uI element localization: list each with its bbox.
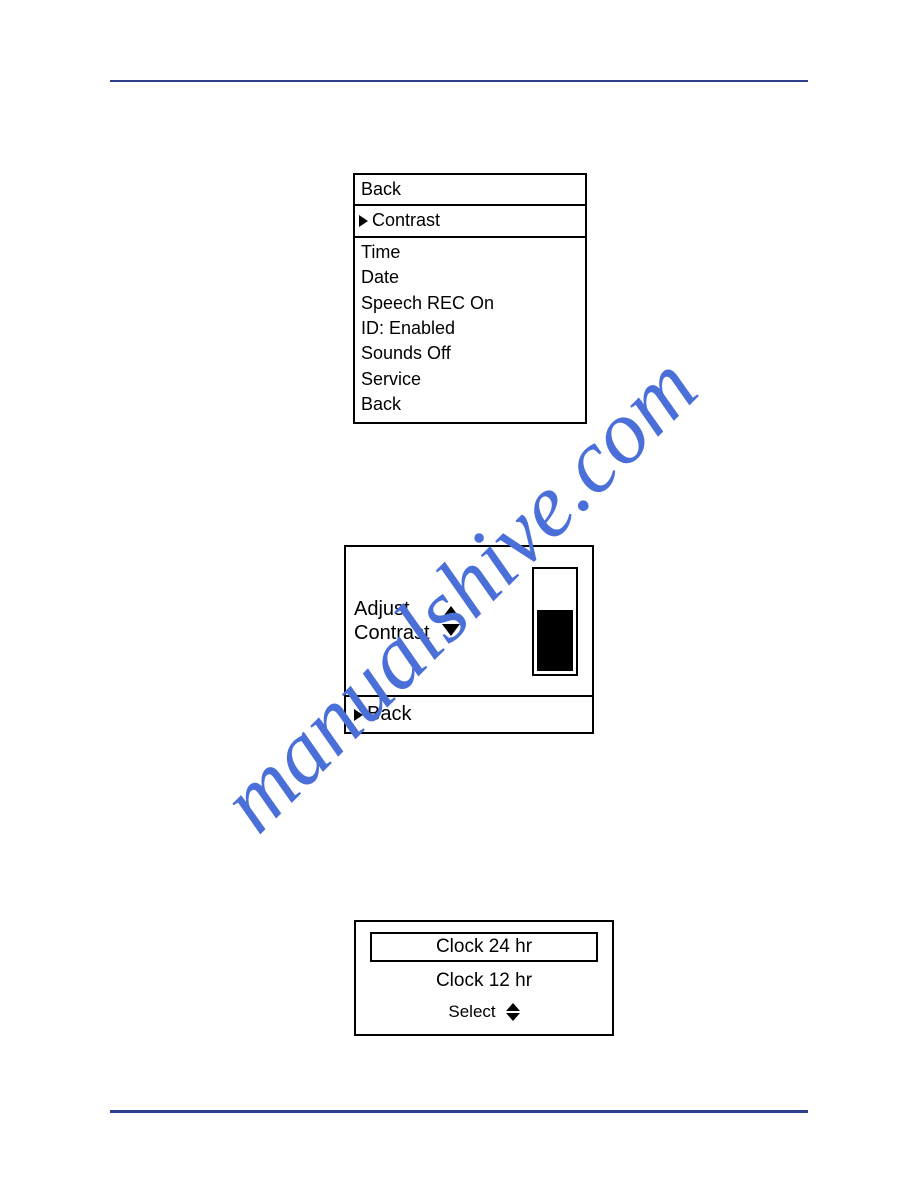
menu-item-sounds[interactable]: Sounds Off — [361, 341, 579, 366]
contrast-main: Adjust Contrast — [346, 547, 592, 697]
rule-bottom — [110, 1110, 808, 1113]
clock-format-screen: Clock 24 hr Clock 12 hr Select — [354, 920, 614, 1036]
contrast-back[interactable]: Back — [346, 697, 592, 732]
select-row: Select — [370, 1002, 598, 1022]
contrast-label-line2: Contrast — [354, 621, 430, 645]
clock-option-12hr[interactable]: Clock 12 hr — [370, 968, 598, 994]
menu-item-time[interactable]: Time — [361, 240, 579, 265]
arrow-up-icon[interactable] — [442, 606, 460, 618]
arrow-down-icon[interactable] — [442, 624, 460, 636]
menu-item-contrast[interactable]: Contrast — [355, 206, 585, 237]
contrast-label: Adjust Contrast — [354, 597, 430, 645]
clock-option-24hr[interactable]: Clock 24 hr — [370, 932, 598, 962]
menu-item-back-top[interactable]: Back — [355, 175, 585, 206]
rule-top — [110, 80, 808, 82]
contrast-bar-fill — [537, 610, 573, 671]
menu-item-date[interactable]: Date — [361, 265, 579, 290]
contrast-bar — [532, 567, 578, 676]
select-label: Select — [448, 1002, 495, 1022]
cursor-icon — [359, 215, 368, 227]
settings-menu-screen: Back Contrast Time Date Speech REC On ID… — [353, 173, 587, 424]
updown-icon[interactable] — [506, 1003, 520, 1021]
cursor-icon — [354, 709, 363, 721]
arrow-down-icon — [506, 1013, 520, 1021]
adjust-contrast-screen: Adjust Contrast Back — [344, 545, 594, 734]
menu-item-label: Contrast — [372, 209, 440, 232]
contrast-label-line1: Adjust — [354, 597, 430, 621]
contrast-arrows — [442, 606, 460, 636]
back-label: Back — [367, 703, 411, 726]
menu-item-service[interactable]: Service — [361, 367, 579, 392]
menu-item-id[interactable]: ID: Enabled — [361, 316, 579, 341]
menu-item-back[interactable]: Back — [361, 392, 579, 417]
menu-items-rest: Time Date Speech REC On ID: Enabled Soun… — [355, 238, 585, 422]
arrow-up-icon — [506, 1003, 520, 1011]
menu-item-speech[interactable]: Speech REC On — [361, 291, 579, 316]
